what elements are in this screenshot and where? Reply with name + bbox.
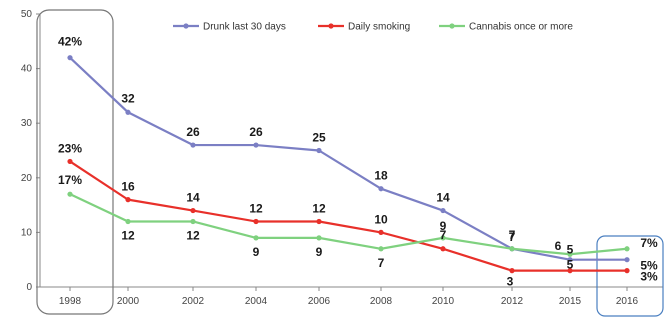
data-label: 7 <box>509 228 516 242</box>
x-tick-label: 2012 <box>501 296 524 307</box>
series-2 <box>67 191 630 257</box>
legend-label: Cannabis once or more <box>469 22 573 33</box>
data-point <box>567 251 573 257</box>
data-point <box>253 218 259 225</box>
legend-item-0: Drunk last 30 days <box>173 22 286 33</box>
x-tick-label: 2016 <box>616 296 639 307</box>
data-point <box>67 55 73 61</box>
data-point <box>67 158 73 165</box>
highlight-boxes <box>36 9 664 317</box>
series-line <box>69 193 628 256</box>
data-point <box>624 268 630 274</box>
axis-ticks: 0 10 20 30 40 50 1998 2000 2002 2004 2006 2008 2010 2… <box>21 9 639 307</box>
data-point <box>190 218 196 225</box>
data-point <box>316 235 322 241</box>
data-point <box>190 207 196 214</box>
y-tick-label: 20 <box>21 173 33 184</box>
data-point <box>190 142 196 148</box>
data-point <box>440 235 446 241</box>
data-label: 5 <box>567 243 574 257</box>
data-label: 25 <box>312 131 326 145</box>
data-point <box>567 257 573 263</box>
highlight-box-2016 <box>596 235 664 317</box>
data-label: 26 <box>186 125 200 139</box>
legend-item-1: Daily smoking <box>318 22 410 33</box>
data-label: 10 <box>374 212 388 226</box>
y-tick-label: 0 <box>26 282 32 293</box>
legend: Drunk last 30 days Daily smoking Cannabis … <box>173 22 573 33</box>
x-tick-label: 2004 <box>245 296 268 307</box>
data-point <box>253 235 259 241</box>
data-label: 9 <box>440 219 447 233</box>
data-label: 7 <box>440 228 447 242</box>
data-label: 7 <box>509 230 516 244</box>
data-label: 7% <box>640 236 658 250</box>
data-point <box>624 246 630 252</box>
data-point <box>378 229 384 235</box>
data-label: 18 <box>374 169 388 183</box>
data-label: 12 <box>249 201 263 215</box>
data-label: 14 <box>186 191 200 205</box>
y-tick-label: 40 <box>21 64 33 75</box>
x-tick-label: 2000 <box>117 296 140 307</box>
data-label: 23% <box>58 141 82 155</box>
data-label: 9 <box>316 245 323 259</box>
data-label: 5% <box>640 259 658 273</box>
data-point <box>624 257 630 263</box>
legend-marker <box>328 23 334 29</box>
data-label: 3% <box>640 270 658 284</box>
data-label: 32 <box>121 91 135 105</box>
data-label: 5 <box>567 258 574 272</box>
data-label: 7 <box>378 256 385 270</box>
data-label: 12 <box>186 228 200 242</box>
legend-label: Drunk last 30 days <box>203 22 286 33</box>
data-point <box>67 191 73 197</box>
data-label: 26 <box>249 125 263 139</box>
y-tick-label: 50 <box>21 9 33 20</box>
data-label: 9 <box>253 245 260 259</box>
data-point <box>509 268 515 274</box>
data-label: 42% <box>58 35 82 49</box>
highlight-box-1998 <box>36 9 114 315</box>
data-label: 16 <box>121 180 135 194</box>
y-tick-label: 30 <box>21 118 33 129</box>
data-label: 12 <box>312 201 326 215</box>
data-point <box>378 186 384 192</box>
chart-axes <box>39 14 663 288</box>
data-point <box>378 246 384 252</box>
series-1 <box>67 158 630 274</box>
data-label: 3 <box>507 275 514 289</box>
data-labels: 42% 32 26 26 25 18 14 7 5 5% 23% 16 14 12 12 10 7 3 5 3% 17%… <box>58 35 658 289</box>
x-tick-label: 2008 <box>370 296 393 307</box>
data-point <box>125 109 131 115</box>
data-point <box>125 197 131 203</box>
data-point <box>567 268 573 274</box>
legend-item-2: Cannabis once or more <box>439 22 573 33</box>
data-point <box>316 147 322 154</box>
data-point <box>509 246 515 252</box>
legend-marker <box>183 23 189 29</box>
data-label: 6 <box>555 239 562 253</box>
legend-label: Daily smoking <box>348 22 410 33</box>
data-point <box>316 218 322 225</box>
x-tick-label: 2006 <box>308 296 331 307</box>
series-0 <box>67 55 630 263</box>
data-label: 12 <box>121 228 135 242</box>
x-tick-label: 1998 <box>59 296 82 307</box>
data-point <box>125 218 131 225</box>
data-point <box>440 207 446 214</box>
y-tick-label: 10 <box>21 227 33 238</box>
data-label: 14 <box>436 191 450 205</box>
data-label: 17% <box>58 173 82 187</box>
legend-marker <box>449 23 455 29</box>
x-tick-label: 2002 <box>182 296 205 307</box>
x-tick-label: 2010 <box>432 296 455 307</box>
x-tick-label: 2015 <box>559 296 582 307</box>
data-point <box>253 142 259 148</box>
series-line <box>69 56 627 261</box>
data-point <box>440 246 446 252</box>
series-line <box>69 160 627 272</box>
series-layer <box>67 55 630 274</box>
